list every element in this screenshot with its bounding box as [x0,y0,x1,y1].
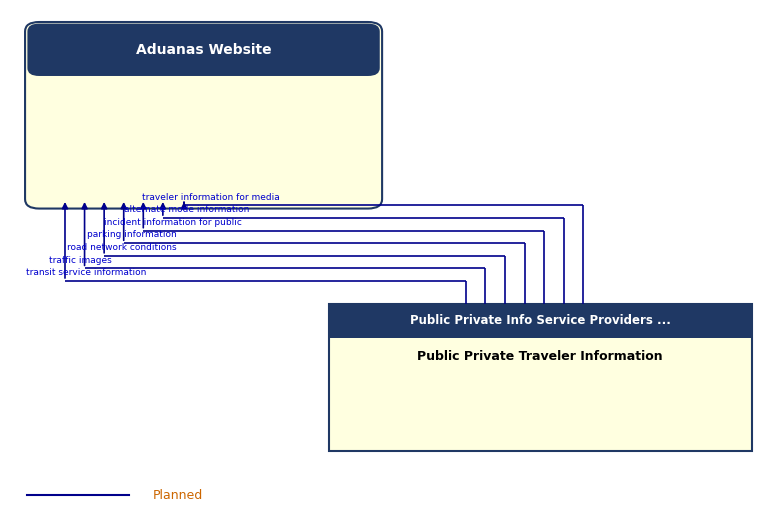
Text: Public Private Traveler Information: Public Private Traveler Information [417,350,663,363]
Text: Planned: Planned [153,489,203,501]
FancyBboxPatch shape [25,22,382,209]
Bar [39,48,368,68]
Text: parking information: parking information [87,231,177,239]
Text: traffic images: traffic images [49,256,112,265]
Text: alternate mode information: alternate mode information [124,205,249,214]
Text: transit service information: transit service information [26,268,146,277]
Text: road network conditions: road network conditions [67,243,176,252]
Bar [329,304,752,451]
Text: Public Private Info Service Providers ...: Public Private Info Service Providers ..… [410,314,671,328]
FancyBboxPatch shape [27,24,380,76]
Bar [329,304,752,338]
Text: traveler information for media: traveler information for media [142,193,280,202]
Text: incident information for public: incident information for public [104,218,242,227]
Text: Aduanas Website: Aduanas Website [135,43,272,57]
